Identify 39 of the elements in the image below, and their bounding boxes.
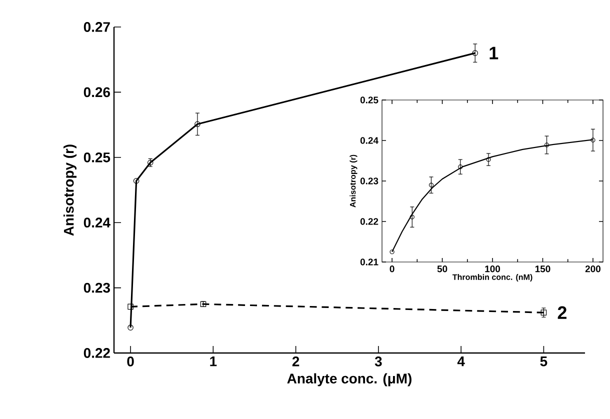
y-tick-label: 0.25 [84, 152, 110, 162]
point [410, 214, 414, 220]
y-tick-label: 0.23 [84, 282, 110, 293]
point [472, 50, 478, 56]
y-axis-title: Anisotropy (r) [63, 144, 76, 236]
point [540, 310, 547, 316]
y-tick-label: 0.22 [360, 218, 378, 225]
y-tick-label: 0.23 [360, 178, 378, 184]
point [428, 182, 434, 188]
y-tick-label: 0.25 [360, 96, 378, 104]
x-tick-label: 3 [374, 356, 382, 366]
y-tick-label: 0.24 [84, 218, 110, 228]
point [458, 164, 463, 170]
y-axis-title: Anisotropy (r) [350, 154, 358, 208]
y-tick-label: 0.22 [84, 348, 110, 358]
point [128, 324, 134, 330]
x-tick-label: 4 [457, 356, 465, 366]
x-axis-title: Thrombin conc. (nM) [452, 274, 532, 282]
x-tick-label: 200 [585, 266, 600, 272]
x-tick-label: 150 [535, 266, 550, 272]
x-tick-label: 2 [292, 356, 300, 366]
x-tick-label: 5 [540, 356, 548, 366]
y-tick-label: 0.27 [84, 22, 110, 32]
x-tick-label: 1 [210, 356, 217, 366]
point [486, 157, 491, 162]
x-tick-label: 100 [485, 266, 500, 272]
x-tick-label: 0 [127, 356, 134, 366]
x-axis-title: Analyte conc. (μM) [287, 373, 412, 386]
point [194, 121, 200, 128]
x-tick-label: 0 [390, 266, 394, 272]
y-tick-label: 0.26 [84, 87, 110, 98]
series-label: 1 [490, 46, 498, 60]
x-tick-label: 50 [437, 266, 448, 272]
series-label: 2 [558, 306, 566, 319]
y-tick-label: 0.24 [360, 137, 378, 144]
point [544, 142, 550, 148]
point [128, 304, 134, 310]
y-tick-label: 0.21 [360, 258, 378, 266]
point [133, 178, 140, 184]
